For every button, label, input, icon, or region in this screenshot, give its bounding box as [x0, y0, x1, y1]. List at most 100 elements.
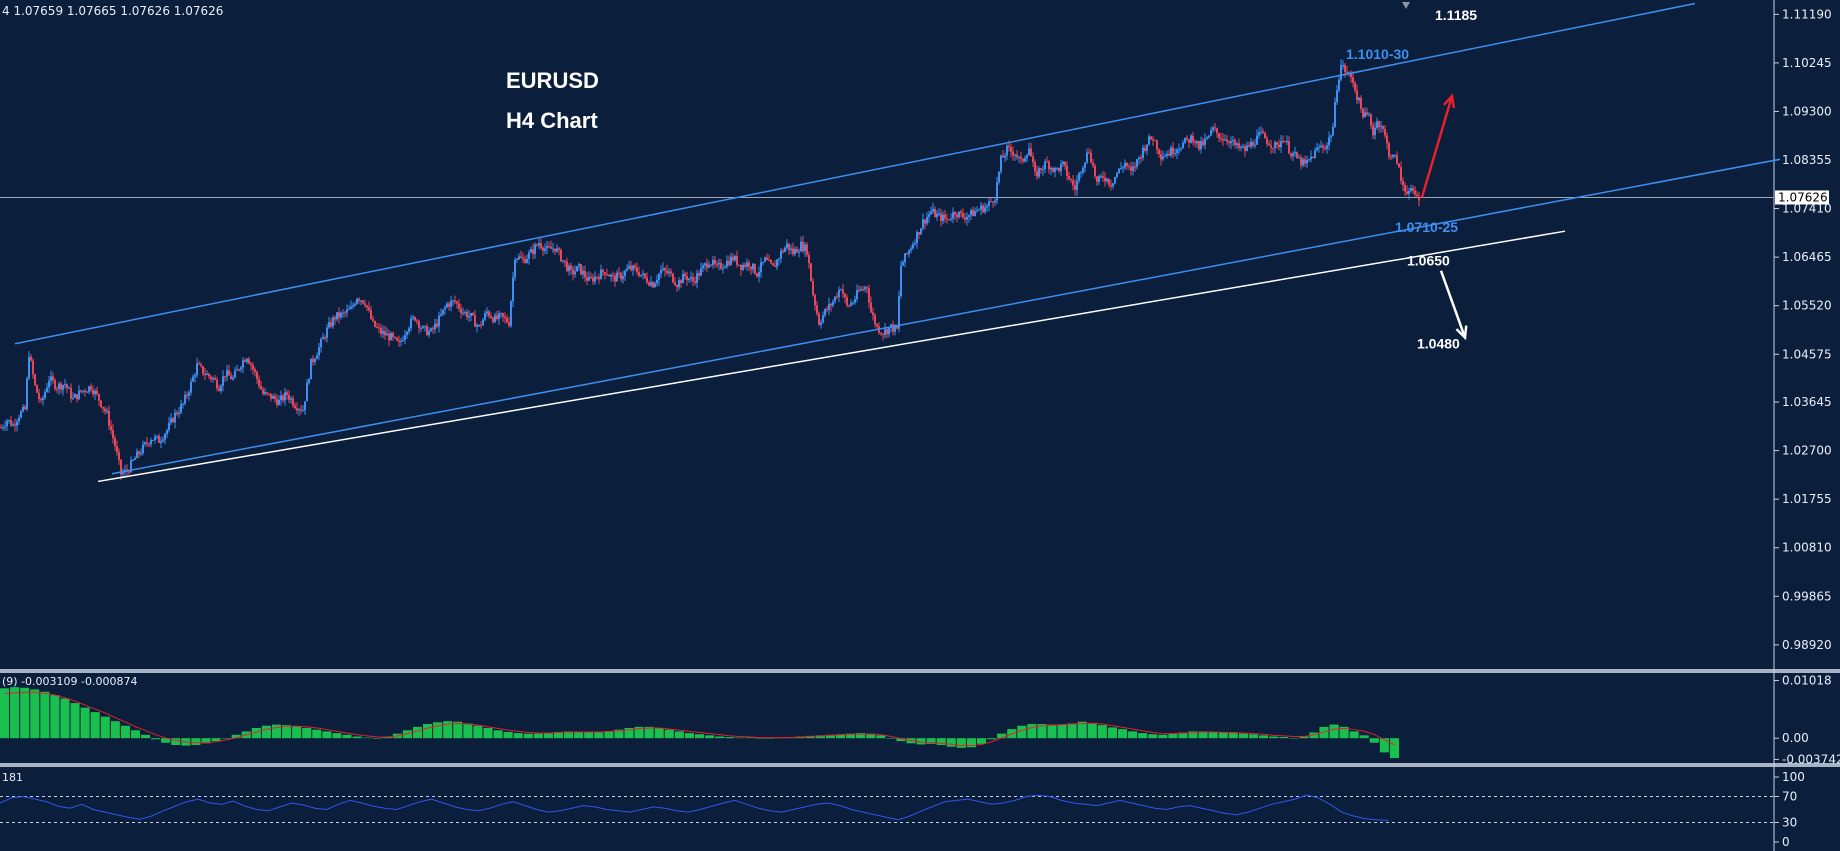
- candle-body: [1346, 71, 1348, 73]
- candle-body: [66, 384, 68, 388]
- macd-bar: [312, 729, 322, 739]
- candle-body: [886, 329, 888, 335]
- candle-body: [976, 210, 978, 212]
- candle-body: [1154, 139, 1156, 141]
- candle-body: [618, 272, 620, 274]
- candle-body: [1116, 173, 1118, 177]
- level-annotation: 1.1185: [1435, 7, 1477, 23]
- bullish-arrow-head: [1443, 93, 1456, 109]
- candle-body: [686, 276, 688, 281]
- candle-body: [398, 340, 400, 343]
- candle-body: [1400, 167, 1402, 181]
- candle-body: [608, 275, 610, 277]
- candle-body: [1156, 140, 1158, 150]
- macd-bar: [443, 721, 453, 739]
- candle-body: [236, 369, 238, 371]
- candle-body: [88, 386, 90, 392]
- candle-body: [390, 333, 392, 341]
- candle-body: [308, 379, 310, 383]
- macd-bar: [1289, 738, 1299, 739]
- candle-body: [1046, 161, 1048, 163]
- candle-body: [496, 315, 498, 319]
- candle-body: [788, 243, 790, 250]
- candle-body: [1044, 161, 1046, 170]
- candle-body: [1344, 65, 1346, 72]
- candle-body: [292, 398, 294, 406]
- candle-body: [800, 241, 802, 252]
- candle-body: [1242, 146, 1244, 148]
- candle-body: [956, 214, 958, 218]
- candle-body: [158, 435, 160, 443]
- candle-body: [48, 380, 50, 388]
- candle-body: [1280, 141, 1282, 148]
- candle-body: [1388, 143, 1390, 157]
- macd-bar: [715, 736, 725, 739]
- candle-body: [706, 263, 708, 268]
- candle-body: [1186, 137, 1188, 140]
- candle-body: [684, 273, 686, 277]
- macd-bar: [362, 737, 372, 739]
- macd-bar: [271, 724, 282, 739]
- macd-bar: [1148, 734, 1158, 739]
- candle-body: [64, 384, 66, 386]
- candle-body: [630, 265, 632, 270]
- candle-body: [988, 201, 990, 206]
- candle-body: [1194, 141, 1196, 144]
- candle-body: [1314, 150, 1316, 159]
- candle-body: [336, 312, 338, 320]
- candle-body: [1062, 161, 1064, 164]
- y-tick-label: 1.00810: [1782, 541, 1832, 555]
- macd-bar: [302, 727, 312, 739]
- candle-body: [70, 387, 72, 399]
- candle-body: [1136, 159, 1138, 168]
- candle-body: [370, 309, 372, 319]
- macd-bar: [90, 712, 100, 739]
- candle-body: [1022, 158, 1024, 162]
- candle-body: [314, 359, 316, 362]
- candle-body: [1392, 155, 1394, 158]
- macd-bar: [30, 689, 40, 739]
- candle-body: [662, 268, 664, 270]
- current-price-label: 1.07626: [1778, 190, 1828, 204]
- candle-body: [890, 324, 892, 328]
- candle-body: [1372, 125, 1374, 136]
- candle-body: [638, 271, 640, 277]
- candle-body: [1164, 155, 1166, 157]
- candle-body: [268, 393, 270, 395]
- candle-body: [1066, 165, 1068, 176]
- candle-body: [232, 377, 234, 380]
- candle-body: [922, 219, 924, 229]
- candle-body: [1076, 180, 1078, 190]
- candle-body: [1052, 167, 1054, 172]
- candle-body: [1218, 133, 1220, 139]
- candle-body: [374, 320, 376, 327]
- candle-body: [958, 211, 960, 218]
- candle-body: [1328, 137, 1330, 146]
- candle-body: [652, 282, 654, 288]
- candle-body: [572, 269, 574, 275]
- candle-body: [242, 360, 244, 368]
- candle-body: [448, 303, 450, 307]
- candle-body: [436, 323, 438, 327]
- candle-body: [1412, 188, 1414, 191]
- candle-body: [338, 312, 340, 318]
- candle-body: [1296, 152, 1298, 158]
- candle-body: [378, 327, 380, 329]
- candle-body: [1110, 184, 1112, 187]
- macd-bar: [1349, 731, 1359, 739]
- candle-body: [1130, 166, 1132, 171]
- macd-bar: [493, 730, 503, 739]
- candle-body: [864, 287, 866, 290]
- candle-body: [172, 418, 174, 423]
- candle-body: [272, 395, 274, 399]
- macd-bar: [1017, 725, 1027, 739]
- candle-body: [472, 313, 474, 316]
- candle-body: [494, 315, 496, 323]
- candle-body: [654, 283, 656, 288]
- candle-body: [136, 451, 138, 459]
- candle-body: [352, 305, 354, 307]
- candle-body: [984, 207, 986, 213]
- candle-body: [244, 360, 246, 362]
- candle-body: [156, 435, 158, 437]
- candle-body: [288, 394, 290, 400]
